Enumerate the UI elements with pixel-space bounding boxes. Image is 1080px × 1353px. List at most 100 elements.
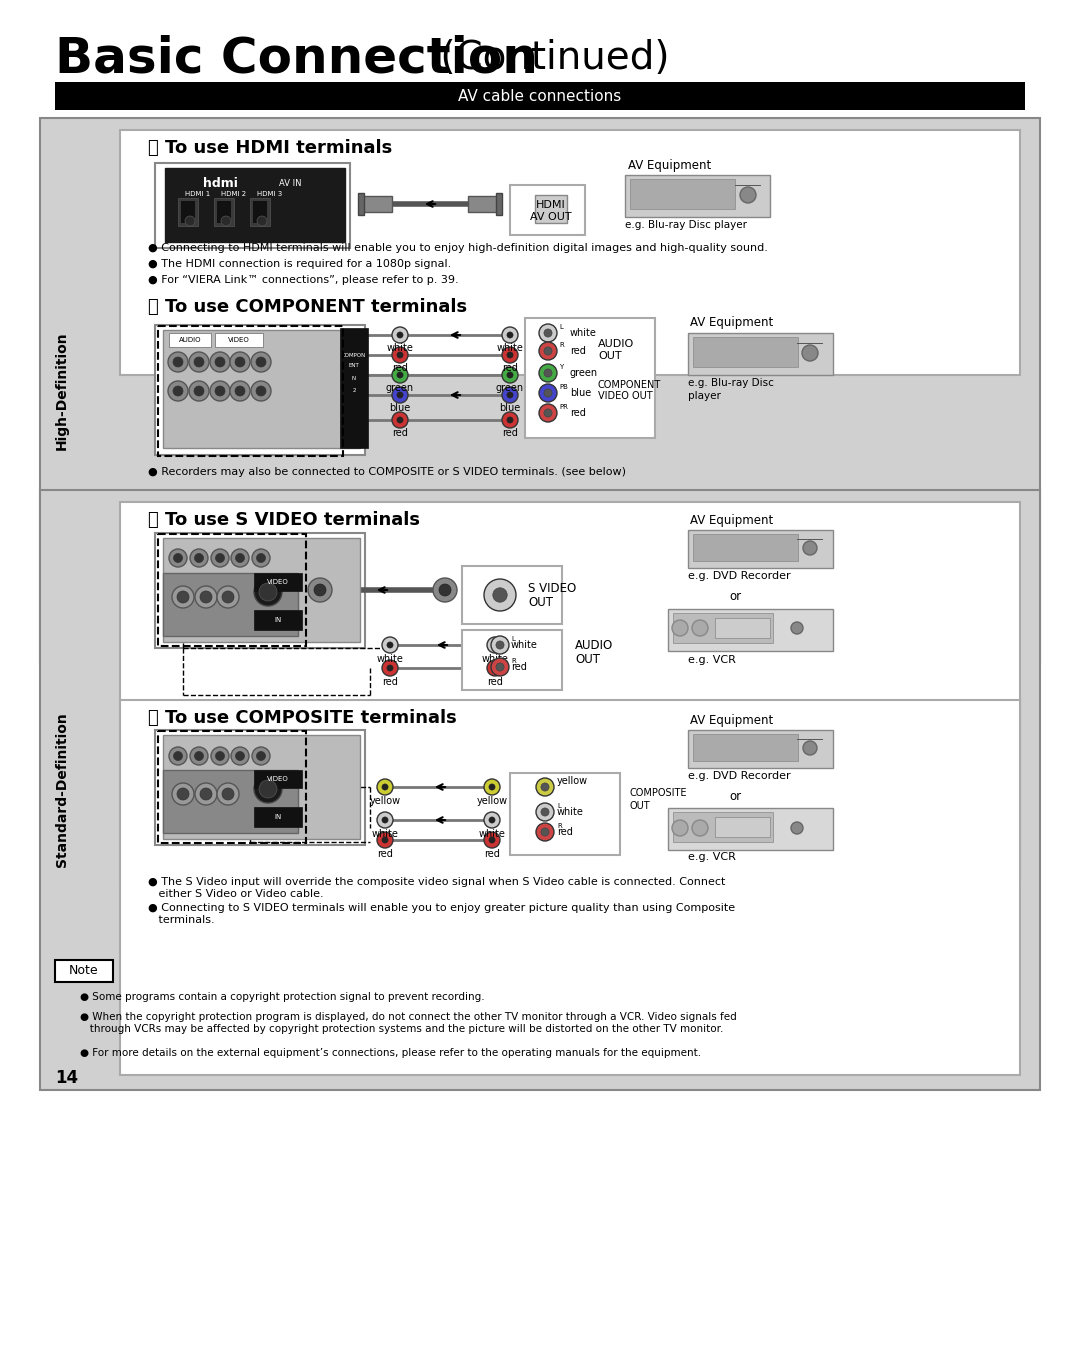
Bar — [55, 961, 113, 982]
Bar — [688, 530, 833, 568]
Text: ENT: ENT — [349, 363, 360, 368]
Circle shape — [168, 549, 187, 567]
Circle shape — [210, 382, 230, 400]
Circle shape — [251, 352, 271, 372]
Circle shape — [507, 331, 513, 338]
Text: or: or — [729, 590, 741, 602]
Circle shape — [392, 413, 408, 428]
Text: white: white — [557, 806, 584, 817]
Circle shape — [438, 584, 451, 597]
Circle shape — [692, 620, 708, 636]
Bar — [181, 202, 195, 223]
Circle shape — [496, 663, 504, 671]
Bar — [693, 337, 798, 367]
Bar — [158, 731, 306, 843]
Text: white: white — [478, 829, 505, 839]
Circle shape — [544, 369, 552, 377]
Circle shape — [539, 323, 557, 342]
Circle shape — [221, 216, 231, 226]
Circle shape — [502, 327, 518, 344]
Circle shape — [257, 751, 266, 760]
Circle shape — [397, 372, 403, 377]
Bar — [673, 613, 773, 643]
Circle shape — [215, 386, 225, 396]
Text: white: white — [497, 344, 524, 353]
Text: ● When the copyright protection program is displayed, do not connect the other T: ● When the copyright protection program … — [80, 1012, 737, 1034]
Text: ● The S Video input will override the composite video signal when S Video cable : ● The S Video input will override the co… — [148, 877, 726, 898]
Circle shape — [492, 587, 508, 602]
Text: Basic Connection: Basic Connection — [55, 34, 538, 83]
Bar — [510, 773, 620, 855]
Text: AUDIO: AUDIO — [179, 337, 201, 344]
Bar — [156, 533, 365, 648]
Circle shape — [392, 327, 408, 344]
Circle shape — [210, 352, 230, 372]
Text: AV Equipment: AV Equipment — [690, 713, 773, 727]
Circle shape — [489, 817, 495, 823]
Bar — [163, 770, 298, 833]
Circle shape — [235, 386, 245, 396]
Text: white: white — [377, 653, 404, 664]
Circle shape — [174, 553, 183, 563]
Text: green: green — [386, 383, 414, 392]
Circle shape — [492, 641, 498, 648]
Text: AV Equipment: AV Equipment — [690, 514, 773, 526]
Circle shape — [804, 741, 816, 755]
Circle shape — [172, 783, 194, 805]
Text: red: red — [382, 676, 397, 687]
Bar — [217, 202, 231, 223]
Text: S VIDEO: S VIDEO — [528, 582, 577, 594]
Circle shape — [190, 549, 208, 567]
Text: 2: 2 — [352, 387, 355, 392]
Bar — [40, 118, 1040, 663]
Text: HDMI: HDMI — [536, 200, 566, 210]
Text: e.g. VCR: e.g. VCR — [688, 852, 735, 862]
Circle shape — [502, 346, 518, 363]
Circle shape — [541, 783, 549, 792]
Bar — [468, 196, 498, 212]
Text: yellow: yellow — [369, 796, 401, 806]
Text: VIDEO: VIDEO — [228, 337, 249, 344]
Bar — [688, 333, 833, 375]
Circle shape — [217, 586, 239, 607]
Circle shape — [484, 579, 516, 612]
Text: white: white — [372, 829, 399, 839]
Bar — [156, 731, 365, 846]
Text: green: green — [496, 383, 524, 392]
Text: AV Equipment: AV Equipment — [690, 315, 773, 329]
Circle shape — [314, 584, 326, 597]
Text: white: white — [387, 344, 414, 353]
Circle shape — [235, 357, 245, 367]
Circle shape — [168, 352, 188, 372]
Circle shape — [489, 838, 495, 843]
Circle shape — [397, 417, 403, 423]
Circle shape — [544, 409, 552, 417]
Circle shape — [377, 832, 393, 848]
Bar — [525, 318, 654, 438]
Circle shape — [172, 586, 194, 607]
Bar — [158, 326, 343, 456]
Text: IN: IN — [274, 617, 282, 622]
Bar — [669, 808, 833, 850]
Text: PB: PB — [559, 384, 568, 390]
Text: yellow: yellow — [476, 796, 508, 806]
Text: e.g. Blu-ray Disc: e.g. Blu-ray Disc — [688, 377, 774, 388]
Text: Note: Note — [69, 965, 98, 977]
Circle shape — [392, 346, 408, 363]
Circle shape — [507, 372, 513, 377]
Bar — [168, 333, 211, 346]
Circle shape — [256, 386, 266, 396]
Circle shape — [174, 751, 183, 760]
Text: Standard-Definition: Standard-Definition — [55, 713, 69, 867]
Text: ● For more details on the external equipment’s connections, please refer to the : ● For more details on the external equip… — [80, 1049, 701, 1058]
Text: e.g. DVD Recorder: e.g. DVD Recorder — [688, 571, 791, 580]
Bar — [178, 198, 198, 226]
Text: blue: blue — [390, 403, 410, 413]
Circle shape — [484, 832, 500, 848]
Text: 14: 14 — [55, 1069, 78, 1086]
Circle shape — [539, 364, 557, 382]
Text: red: red — [511, 662, 527, 672]
Circle shape — [190, 747, 208, 764]
Circle shape — [536, 823, 554, 842]
Circle shape — [194, 386, 204, 396]
